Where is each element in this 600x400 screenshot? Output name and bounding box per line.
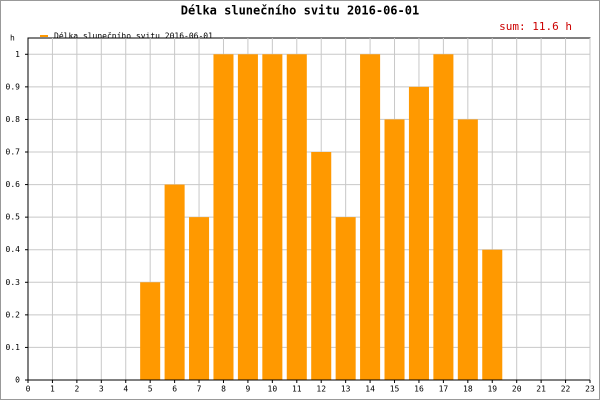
x-tick-label: 8 [221, 385, 226, 394]
x-tick-label: 6 [172, 385, 177, 394]
x-tick-label: 21 [536, 385, 546, 394]
y-tick-label: 0.7 [6, 148, 21, 157]
x-tick-label: 16 [414, 385, 424, 394]
y-tick-label: 0.5 [6, 213, 21, 222]
y-tick-label: 0.4 [6, 245, 21, 254]
x-tick-label: 10 [268, 385, 278, 394]
bar [482, 249, 503, 380]
bar [286, 54, 307, 381]
x-tick-label: 3 [99, 385, 104, 394]
y-tick-label: 0.3 [6, 278, 21, 287]
y-tick-label: 0.6 [6, 180, 21, 189]
bar [457, 119, 478, 380]
x-tick-label: 19 [487, 385, 497, 394]
bar [237, 54, 258, 381]
y-tick-label: 0.9 [6, 82, 21, 91]
x-tick-label: 7 [197, 385, 202, 394]
bar [408, 86, 429, 380]
x-tick-label: 1 [50, 385, 55, 394]
x-tick-label: 14 [365, 385, 375, 394]
x-tick-label: 15 [390, 385, 400, 394]
bar [433, 54, 454, 381]
x-tick-label: 2 [74, 385, 79, 394]
x-tick-label: 22 [561, 385, 571, 394]
x-tick-label: 12 [316, 385, 326, 394]
x-tick-label: 0 [26, 385, 31, 394]
y-tick-label: 0.8 [6, 115, 21, 124]
bar [140, 282, 161, 380]
plot-area [27, 37, 591, 381]
bar [164, 184, 185, 380]
sum-annotation: sum: 11.6 h [499, 20, 572, 33]
legend-label: Délka slunečního svitu 2016-06-01 [54, 31, 213, 41]
x-tick-label: 4 [123, 385, 128, 394]
bar [335, 217, 356, 380]
bar [384, 119, 405, 380]
x-tick-label: 20 [512, 385, 522, 394]
x-tick-label: 13 [341, 385, 351, 394]
chart-title: Délka slunečního svitu 2016-06-01 [181, 4, 419, 18]
bar [360, 54, 381, 381]
x-tick-label: 18 [463, 385, 473, 394]
y-tick-label: 0.2 [6, 310, 21, 319]
y-tick-label: 0.1 [6, 343, 21, 352]
y-axis-label: h [10, 34, 15, 43]
legend-swatch [40, 35, 48, 37]
bar [213, 54, 234, 381]
x-tick-label: 9 [245, 385, 250, 394]
bar [189, 217, 210, 380]
x-tick-label: 11 [292, 385, 302, 394]
bar [262, 54, 283, 381]
y-tick-label: 0 [15, 376, 20, 385]
bar [311, 152, 332, 380]
y-tick-label: 1 [15, 50, 20, 59]
x-tick-label: 5 [148, 385, 153, 394]
x-tick-label: 17 [439, 385, 449, 394]
x-tick-label: 23 [585, 385, 595, 394]
